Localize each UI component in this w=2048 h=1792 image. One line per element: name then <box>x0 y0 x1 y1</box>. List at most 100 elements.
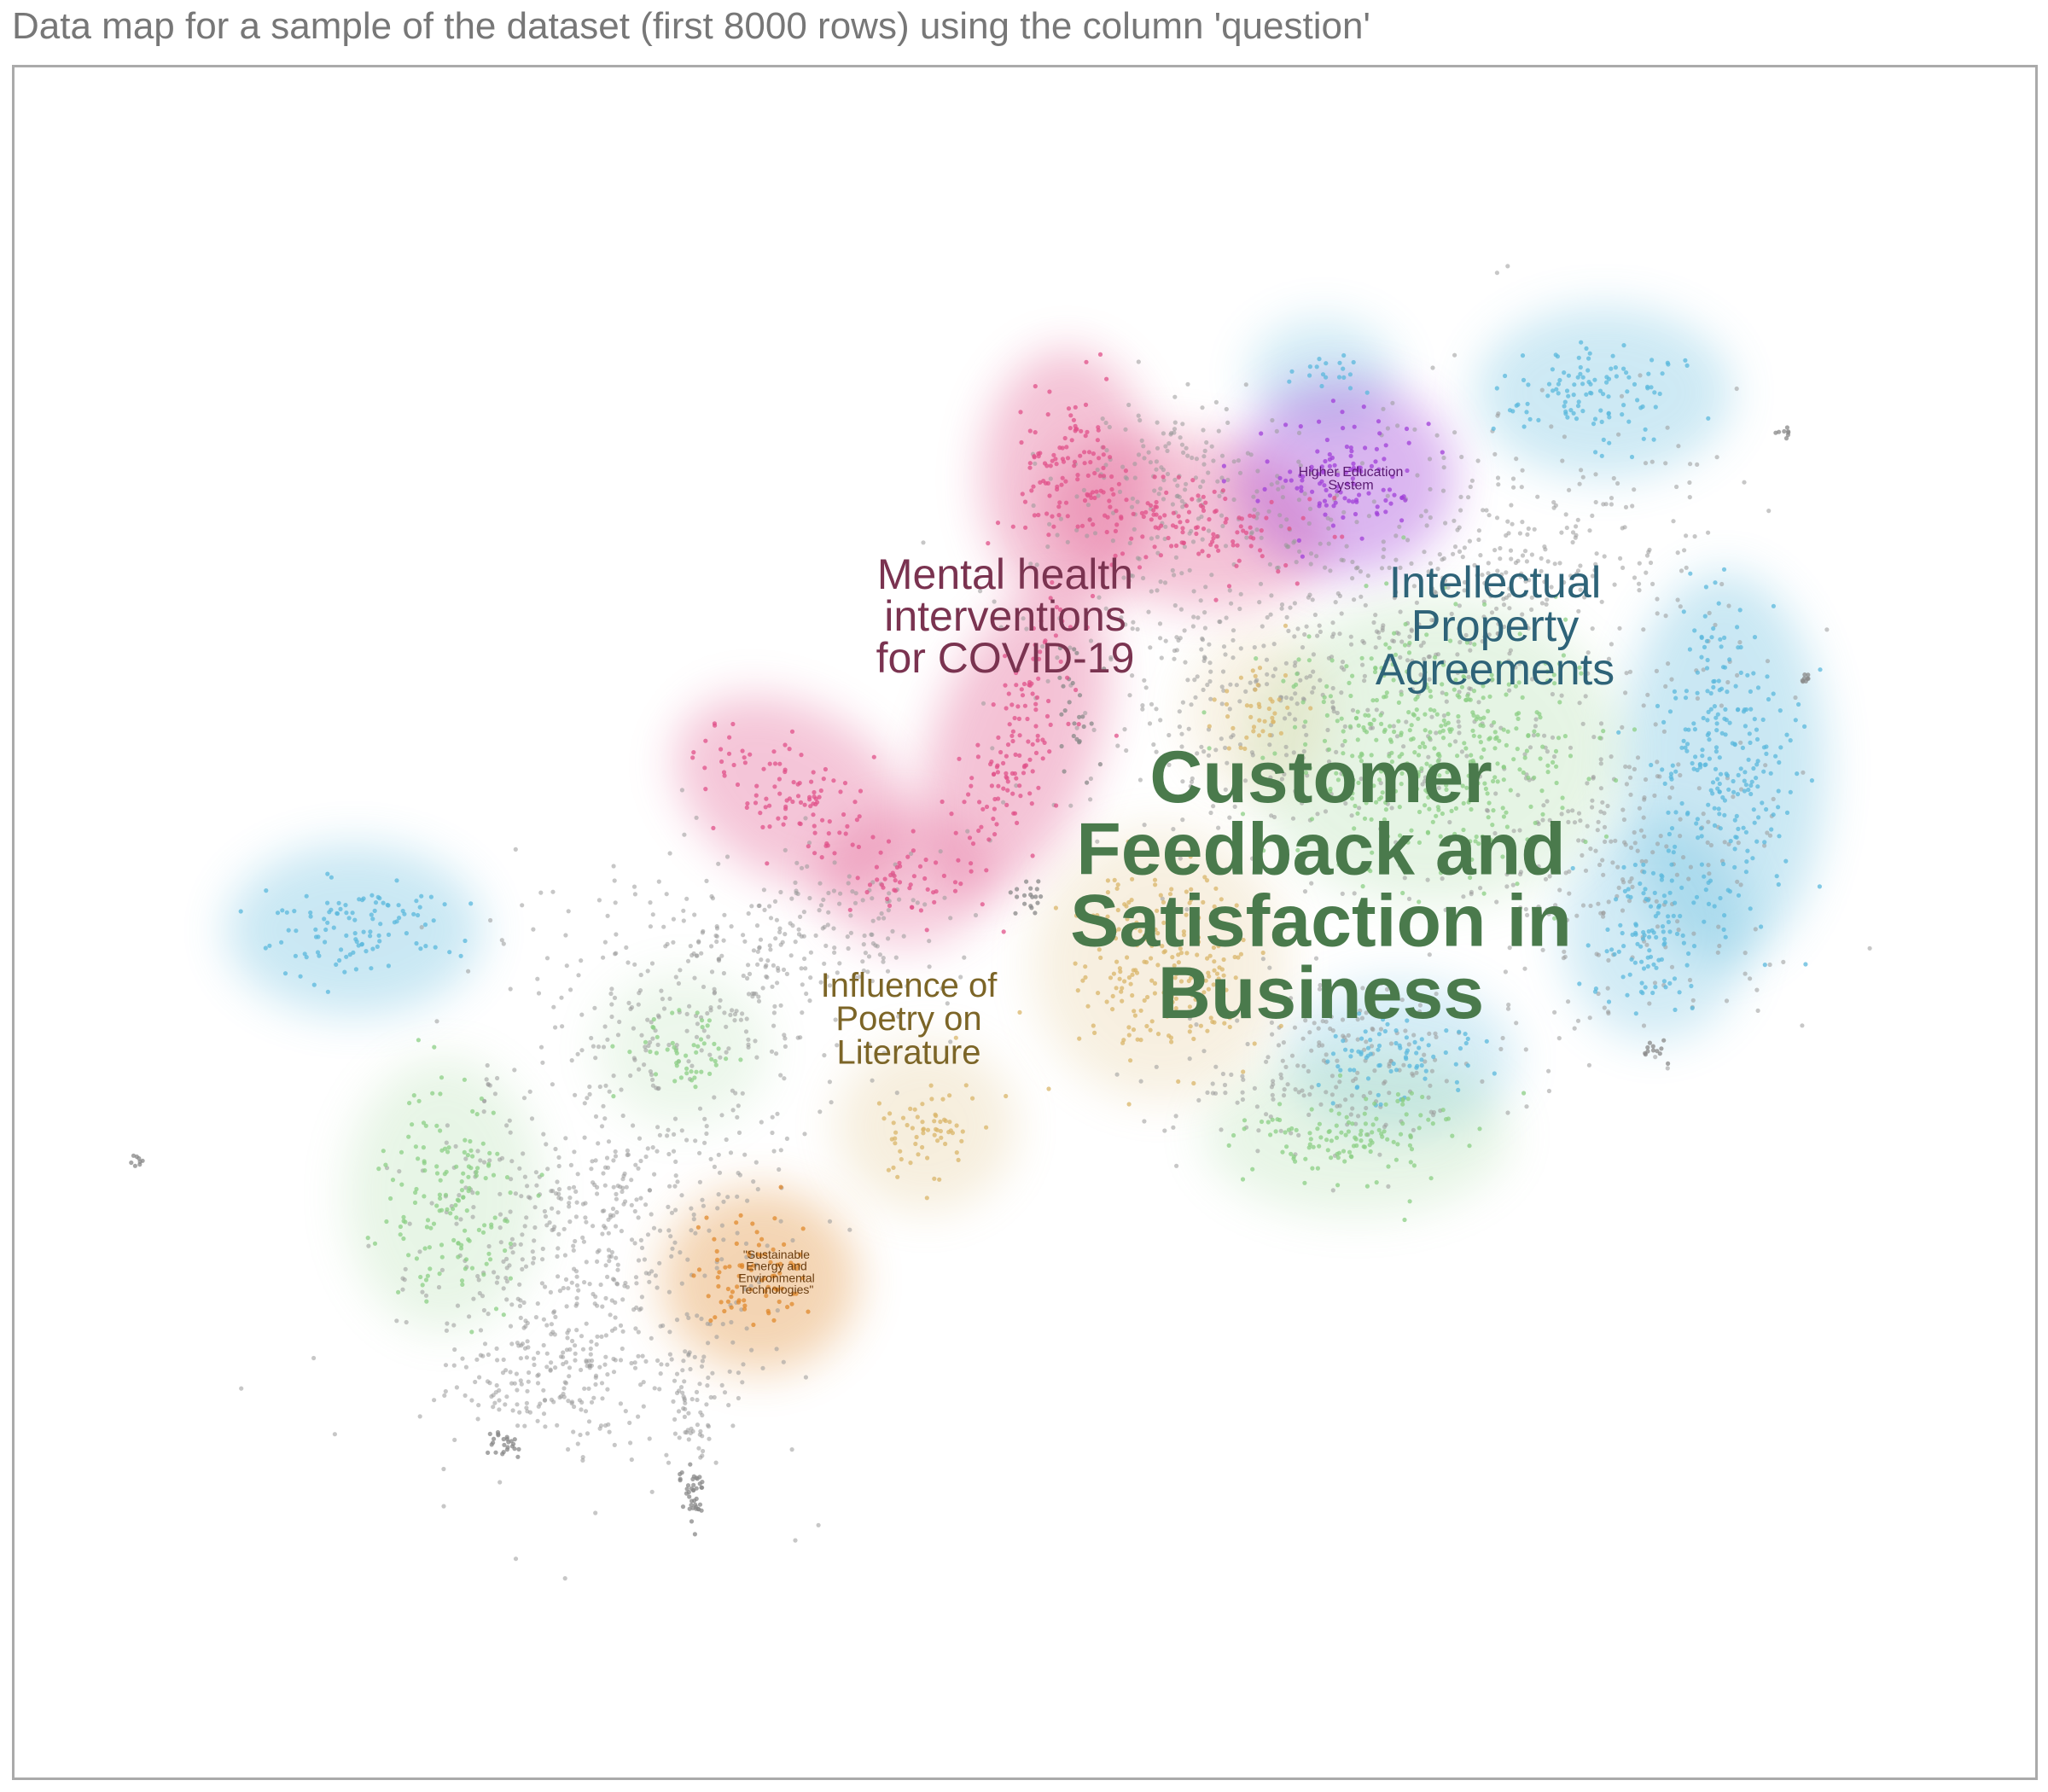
data-point <box>1226 1143 1231 1148</box>
data-point <box>1149 517 1154 522</box>
data-point <box>1695 695 1700 701</box>
data-point <box>1216 428 1221 433</box>
data-point <box>1294 682 1299 688</box>
data-point <box>1576 838 1581 843</box>
data-point <box>1223 652 1228 657</box>
data-point <box>1153 927 1158 932</box>
data-point <box>1222 1082 1228 1088</box>
data-point <box>1243 382 1248 387</box>
data-point <box>1284 517 1289 522</box>
data-point <box>1032 513 1037 518</box>
data-point <box>459 1188 465 1193</box>
data-point <box>1669 826 1675 831</box>
data-point <box>1423 712 1428 717</box>
data-point <box>1491 808 1496 813</box>
data-point <box>1028 892 1033 898</box>
data-point <box>1732 847 1737 852</box>
data-point <box>1576 811 1582 816</box>
data-point <box>1101 474 1107 479</box>
data-point <box>1533 724 1538 729</box>
data-point <box>736 1395 742 1401</box>
data-point <box>1583 868 1589 873</box>
data-point <box>627 1420 632 1425</box>
data-point <box>1407 1199 1412 1204</box>
data-point <box>1399 771 1405 777</box>
data-point <box>1296 459 1301 464</box>
data-point <box>1311 1144 1316 1149</box>
data-point <box>1324 1019 1329 1024</box>
data-point <box>748 1283 753 1289</box>
data-point <box>1211 536 1216 541</box>
data-point <box>1201 1049 1207 1054</box>
data-point <box>1609 366 1614 371</box>
data-point <box>1650 581 1655 587</box>
data-point <box>1065 539 1070 544</box>
data-point <box>1513 684 1518 689</box>
data-point <box>1348 1112 1353 1117</box>
data-point <box>1452 518 1457 523</box>
data-point <box>1545 559 1551 564</box>
data-point <box>1176 514 1181 519</box>
data-point <box>1334 1085 1339 1090</box>
data-point <box>1139 438 1144 444</box>
data-point <box>1034 562 1039 567</box>
data-point <box>1212 959 1217 964</box>
data-point <box>394 1318 399 1324</box>
data-point <box>1459 749 1464 754</box>
data-point <box>1172 430 1177 435</box>
data-point <box>655 1149 660 1154</box>
data-point <box>1248 544 1254 549</box>
data-point <box>1419 1037 1424 1042</box>
data-point <box>1657 391 1662 397</box>
data-point <box>1114 1072 1120 1077</box>
data-point <box>1296 497 1301 503</box>
data-point <box>633 1162 638 1167</box>
data-point <box>1214 971 1220 976</box>
data-point <box>1393 652 1399 657</box>
data-point <box>1635 755 1641 760</box>
data-point <box>1640 936 1646 941</box>
data-point <box>308 914 313 919</box>
data-point <box>412 1200 418 1205</box>
data-point <box>1393 557 1399 562</box>
data-point <box>1446 585 1451 591</box>
data-point <box>1341 426 1346 431</box>
data-point <box>1109 562 1114 567</box>
data-point <box>1074 527 1079 532</box>
data-point <box>831 778 836 783</box>
data-point <box>1768 771 1773 776</box>
data-point <box>1329 1155 1334 1161</box>
data-point <box>1383 509 1388 515</box>
data-point <box>1501 765 1506 770</box>
data-point <box>1521 377 1527 382</box>
data-point <box>1259 535 1264 540</box>
data-point <box>1074 650 1079 655</box>
data-point <box>585 1096 590 1101</box>
data-point <box>1232 804 1237 810</box>
data-point <box>813 933 818 938</box>
data-point <box>567 1365 573 1370</box>
data-point <box>1105 878 1110 883</box>
data-point <box>845 934 850 940</box>
data-point <box>670 1010 675 1015</box>
data-point <box>1435 759 1440 764</box>
data-point <box>1653 404 1658 410</box>
data-point <box>1131 511 1136 516</box>
data-point <box>1096 425 1101 430</box>
data-point <box>1405 538 1411 543</box>
data-point <box>1293 691 1298 696</box>
data-point <box>1287 712 1292 717</box>
data-point <box>1054 803 1059 808</box>
data-point <box>1514 457 1519 462</box>
data-point <box>1241 1069 1246 1074</box>
data-point <box>1565 415 1570 420</box>
data-point <box>1310 597 1315 602</box>
data-point <box>1102 666 1107 672</box>
data-point <box>1022 901 1027 906</box>
data-point <box>1359 752 1364 758</box>
data-point <box>1409 1147 1415 1152</box>
data-point <box>708 1005 713 1010</box>
data-point <box>819 855 824 860</box>
data-point <box>783 815 788 821</box>
data-point <box>1184 519 1190 524</box>
